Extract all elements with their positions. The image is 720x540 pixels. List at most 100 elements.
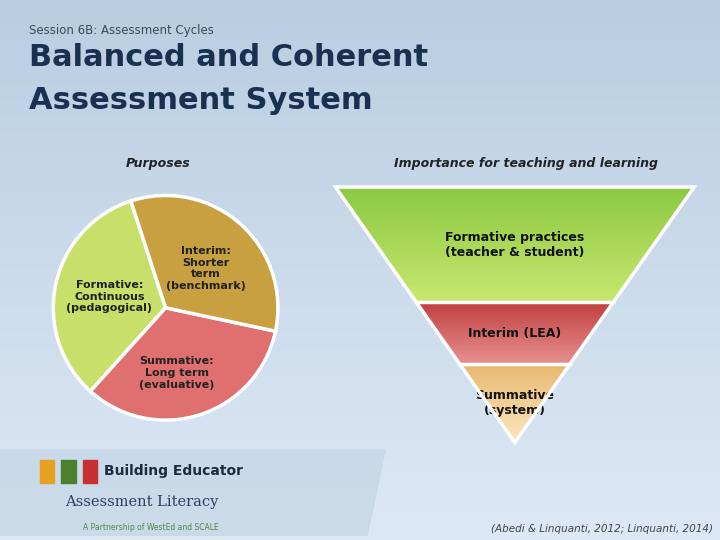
Bar <box>0 418 720 423</box>
Polygon shape <box>444 341 586 342</box>
Text: Assessment System: Assessment System <box>29 86 372 116</box>
Bar <box>0 288 720 293</box>
Polygon shape <box>503 425 527 427</box>
Bar <box>0 446 720 450</box>
Bar <box>0 270 720 274</box>
Text: Summative
(system): Summative (system) <box>475 389 554 417</box>
Text: Building Educator: Building Educator <box>104 464 243 478</box>
Bar <box>0 202 720 207</box>
Polygon shape <box>356 216 674 219</box>
Bar <box>0 252 720 256</box>
Polygon shape <box>446 346 583 347</box>
Polygon shape <box>477 389 552 392</box>
Polygon shape <box>474 386 555 388</box>
Bar <box>0 193 720 198</box>
Polygon shape <box>354 213 676 216</box>
Text: Interim:
Shorter
term
(benchmark): Interim: Shorter term (benchmark) <box>166 246 246 291</box>
Polygon shape <box>505 429 524 431</box>
Bar <box>0 207 720 212</box>
Bar <box>0 495 720 500</box>
Text: Balanced and Coherent: Balanced and Coherent <box>29 43 428 72</box>
Bar <box>0 374 720 378</box>
Bar <box>0 450 720 455</box>
Bar <box>0 315 720 320</box>
Polygon shape <box>418 303 612 305</box>
Polygon shape <box>494 413 536 415</box>
Polygon shape <box>489 405 541 407</box>
Bar <box>0 297 720 301</box>
Polygon shape <box>398 276 631 279</box>
Polygon shape <box>439 335 590 336</box>
Polygon shape <box>364 227 666 230</box>
Polygon shape <box>366 230 664 233</box>
Polygon shape <box>343 199 686 201</box>
Polygon shape <box>450 350 580 352</box>
Bar <box>0 522 720 526</box>
Bar <box>0 455 720 459</box>
Bar <box>0 301 720 306</box>
Bar <box>0 401 720 405</box>
Bar <box>0 486 720 490</box>
Bar <box>0 40 720 45</box>
Polygon shape <box>410 294 619 296</box>
Bar <box>0 477 720 482</box>
Polygon shape <box>418 305 611 307</box>
Polygon shape <box>459 362 571 364</box>
Bar <box>0 320 720 324</box>
Polygon shape <box>435 328 595 330</box>
Polygon shape <box>501 423 528 425</box>
Polygon shape <box>508 433 522 435</box>
Polygon shape <box>487 403 542 405</box>
Polygon shape <box>444 342 585 344</box>
Bar <box>0 328 720 333</box>
Polygon shape <box>468 376 562 377</box>
Bar <box>0 58 720 63</box>
Polygon shape <box>368 233 662 236</box>
Bar <box>0 351 720 355</box>
Bar <box>0 117 720 122</box>
Bar <box>0 144 720 148</box>
Polygon shape <box>497 417 533 419</box>
Polygon shape <box>507 431 523 433</box>
Polygon shape <box>346 201 684 204</box>
Polygon shape <box>512 438 518 441</box>
Bar <box>0 382 720 387</box>
Polygon shape <box>424 313 606 314</box>
Polygon shape <box>438 333 592 335</box>
Polygon shape <box>384 256 646 259</box>
Wedge shape <box>91 308 276 420</box>
Polygon shape <box>441 338 588 339</box>
Bar <box>0 148 720 153</box>
Polygon shape <box>420 308 609 310</box>
Bar <box>0 153 720 158</box>
Polygon shape <box>440 336 590 338</box>
Bar <box>0 414 720 418</box>
Polygon shape <box>422 310 608 312</box>
Bar <box>40 460 54 483</box>
Bar <box>0 176 720 180</box>
Polygon shape <box>0 450 385 535</box>
Polygon shape <box>490 407 539 409</box>
Bar <box>0 409 720 414</box>
Bar <box>0 171 720 176</box>
Bar <box>0 423 720 428</box>
Bar <box>0 360 720 364</box>
Polygon shape <box>382 253 648 256</box>
Bar <box>0 198 720 202</box>
Polygon shape <box>408 291 621 294</box>
Polygon shape <box>340 193 690 195</box>
Polygon shape <box>453 355 577 356</box>
Bar <box>0 293 720 297</box>
Polygon shape <box>454 356 575 358</box>
Bar <box>0 459 720 463</box>
Bar <box>61 460 76 483</box>
Bar <box>0 180 720 185</box>
Bar <box>0 513 720 517</box>
Polygon shape <box>465 372 564 374</box>
Polygon shape <box>406 288 624 291</box>
Bar <box>0 158 720 162</box>
Polygon shape <box>442 339 588 341</box>
Polygon shape <box>479 392 551 394</box>
Polygon shape <box>452 353 577 355</box>
Polygon shape <box>378 247 652 251</box>
